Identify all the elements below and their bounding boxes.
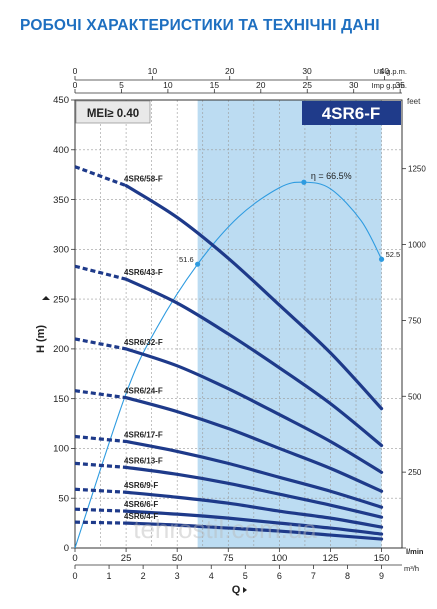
series-label-4SR6/58-F: 4SR6/58-F	[124, 175, 163, 184]
curve-4SR6/4-F	[124, 521, 384, 541]
watermark: tehrostil.com.ua	[133, 514, 317, 544]
curve-4SR6/13-F	[124, 465, 384, 519]
y-axis-title: H (m)	[35, 325, 47, 353]
curve-4SR6/32-F	[124, 347, 384, 474]
series-label-4SR6/24-F: 4SR6/24-F	[124, 387, 163, 396]
feet-tick-label: 1250	[408, 165, 426, 174]
impgpm-tick-label: 20	[256, 80, 266, 90]
curve-dashed-4SR6/13-F	[74, 461, 127, 469]
feet-tick-label: 500	[408, 392, 422, 401]
chart-title: 4SR6-F	[322, 104, 381, 123]
series-label-4SR6/17-F: 4SR6/17-F	[124, 430, 163, 439]
feet-tick-label: 250	[408, 468, 422, 477]
feet-tick-label: 750	[408, 316, 422, 325]
feet-tick-label: 1000	[408, 241, 426, 250]
plot-frame	[74, 99, 403, 549]
curve-dashed-4SR6/43-F	[74, 264, 127, 281]
x-tick-label: 0	[72, 553, 77, 564]
usgpm-axis-unit: US g.p.m.	[374, 67, 407, 76]
impgpm-tick-label: 0	[73, 80, 78, 90]
curve-dashed-4SR6/24-F	[74, 389, 127, 400]
y-tick-label: 100	[53, 444, 69, 455]
y-axis-arrow-icon	[42, 296, 50, 300]
page-title: РОБОЧІ ХАРАКТЕРИСТИКИ ТА ТЕХНІЧНІ ДАНІ	[20, 17, 380, 34]
x-tick-label: 100	[271, 553, 287, 564]
curve-4SR6/17-F	[124, 439, 384, 509]
efficiency-curve	[74, 181, 383, 549]
m3h-tick-label: 7	[311, 571, 316, 581]
mei-badge: MEI≥ 0.40	[87, 108, 139, 120]
impgpm-tick-label: 35	[395, 80, 405, 90]
m3h-tick-label: 5	[243, 571, 248, 581]
curve-4SR6/9-F	[124, 490, 384, 529]
m3h-tick-label: 8	[345, 571, 350, 581]
series-label-4SR6/43-F: 4SR6/43-F	[124, 268, 163, 277]
y-tick-label: 450	[53, 95, 69, 106]
y-tick-label: 0	[64, 543, 69, 554]
efficiency-marker-label: 51.6	[179, 255, 194, 264]
x-axis-unit: l/min	[406, 547, 424, 556]
efficiency-marker	[301, 179, 307, 185]
y-tick-label: 300	[53, 245, 69, 256]
m3h-tick-label: 4	[209, 571, 214, 581]
efficiency-peak-label: η = 66.5%	[311, 171, 352, 181]
curve-dashed-4SR6/6-F	[74, 507, 127, 513]
usgpm-tick-label: 10	[148, 66, 158, 76]
curve-dashed-4SR6/4-F	[74, 520, 127, 525]
m3h-tick-label: 0	[72, 571, 77, 581]
curve-4SR6/24-F	[124, 396, 384, 493]
impgpm-tick-label: 15	[210, 80, 220, 90]
curve-dashed-4SR6/58-F	[74, 165, 127, 188]
mei-badge-box	[75, 100, 151, 124]
impgpm-tick-label: 10	[163, 80, 173, 90]
series-label-4SR6/4-F: 4SR6/4-F	[124, 512, 158, 521]
impgpm-axis-unit: Imp g.p.m.	[372, 81, 407, 90]
x-tick-label: 150	[374, 553, 390, 564]
x-tick-label: 50	[172, 553, 183, 564]
usgpm-tick-label: 30	[302, 66, 312, 76]
usgpm-tick-label: 40	[380, 66, 390, 76]
curve-4SR6/43-F	[124, 277, 384, 448]
curve-4SR6/58-F	[124, 184, 384, 411]
x-axis-title: Q	[232, 584, 241, 596]
y-tick-label: 250	[53, 294, 69, 305]
m3h-tick-label: 9	[379, 571, 384, 581]
usgpm-tick-label: 20	[225, 66, 235, 76]
y-tick-label: 400	[53, 145, 69, 156]
series-label-4SR6/32-F: 4SR6/32-F	[124, 338, 163, 347]
y-tick-label: 200	[53, 344, 69, 355]
x-tick-label: 125	[323, 553, 339, 564]
chart-title-badge	[302, 101, 401, 125]
efficiency-marker	[378, 256, 385, 262]
curve-dashed-4SR6/9-F	[74, 487, 127, 494]
m3h-tick-label: 6	[277, 571, 282, 581]
curve-dashed-4SR6/17-F	[74, 434, 127, 444]
m3h-tick-label: 1	[107, 571, 112, 581]
impgpm-tick-label: 25	[303, 80, 313, 90]
efficiency-marker-label: 52.5	[386, 250, 401, 259]
y-tick-label: 50	[58, 493, 69, 504]
impgpm-tick-label: 30	[349, 80, 359, 90]
curve-dashed-4SR6/32-F	[74, 337, 127, 351]
x-tick-label: 25	[121, 553, 132, 564]
series-label-4SR6/6-F: 4SR6/6-F	[124, 500, 158, 509]
curve-4SR6/6-F	[124, 509, 384, 536]
m3h-axis-unit: m³/h	[404, 564, 419, 573]
y-tick-label: 150	[53, 394, 69, 405]
usgpm-tick-label: 0	[73, 66, 78, 76]
impgpm-tick-label: 5	[119, 80, 124, 90]
feet-axis-unit: feet	[407, 97, 421, 106]
series-label-4SR6/9-F: 4SR6/9-F	[124, 481, 158, 490]
x-axis-arrow-icon	[243, 587, 247, 593]
series-label-4SR6/13-F: 4SR6/13-F	[124, 456, 163, 465]
x-tick-label: 75	[223, 553, 234, 564]
y-tick-label: 350	[53, 195, 69, 206]
efficiency-marker	[195, 261, 201, 267]
m3h-tick-label: 2	[141, 571, 146, 581]
m3h-tick-label: 3	[175, 571, 180, 581]
